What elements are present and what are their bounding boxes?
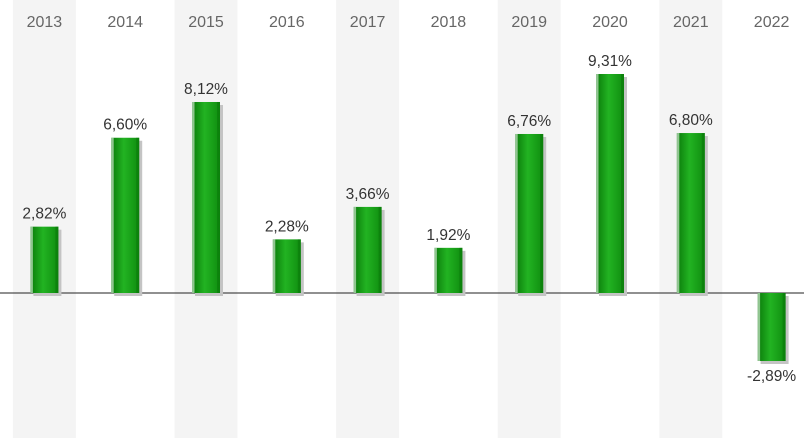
- bar-body: [272, 239, 301, 293]
- bar-edge: [701, 133, 705, 293]
- data-label: 3,66%: [346, 186, 390, 203]
- bar-edge: [136, 137, 140, 293]
- x-tick-label: 2016: [269, 14, 305, 31]
- bar-body: [30, 226, 59, 293]
- bar: [596, 74, 627, 296]
- data-label: 2,28%: [265, 218, 309, 235]
- bar-highlight: [30, 226, 33, 293]
- x-tick-label: 2019: [511, 14, 547, 31]
- data-label: 6,76%: [507, 113, 551, 130]
- bar-body: [596, 74, 624, 293]
- bar: [676, 133, 708, 296]
- bar: [353, 206, 385, 296]
- x-tick-label: 2020: [592, 14, 628, 31]
- data-labels: 2,82% 6,60% 8,12% 2,28% 3,66% 1,92% 6,76% 9,31%…: [22, 53, 796, 385]
- x-tick-label: 2015: [188, 14, 224, 31]
- data-label: 2,82%: [22, 206, 66, 223]
- bar-edge: [217, 101, 220, 293]
- bar-highlight: [515, 133, 518, 293]
- bar-body: [192, 101, 220, 293]
- bar: [30, 226, 62, 296]
- bar: [515, 133, 547, 296]
- bar-body: [757, 293, 786, 361]
- bar-highlight: [596, 74, 599, 293]
- bar-highlight: [676, 133, 680, 293]
- column-band: [12, 0, 76, 438]
- bar-series: [30, 74, 789, 364]
- bar: [434, 247, 466, 296]
- bar-highlight: [757, 293, 761, 361]
- x-axis-tick-labels: 2013 2014 2015 2016 2017 2018 2019 2020 2021 2022: [27, 14, 790, 31]
- bar-edge: [459, 247, 463, 293]
- bar: [757, 293, 789, 364]
- bar-body: [434, 247, 463, 293]
- bar: [272, 239, 304, 296]
- x-tick-label: 2014: [107, 14, 143, 31]
- bar-edge: [55, 226, 59, 293]
- bar-body: [111, 137, 140, 293]
- bar: [111, 137, 143, 296]
- x-tick-label: 2017: [350, 14, 386, 31]
- bar-edge: [378, 206, 382, 293]
- x-tick-label: 2021: [673, 14, 709, 31]
- bar-body: [515, 133, 544, 293]
- bar-edge: [540, 133, 544, 293]
- bar-edge: [621, 74, 624, 293]
- x-tick-label: 2018: [431, 14, 467, 31]
- bar-highlight: [434, 247, 437, 293]
- data-label: 6,60%: [103, 117, 147, 134]
- bar-highlight: [111, 137, 114, 293]
- bar-edge: [782, 293, 786, 361]
- x-tick-label: 2022: [754, 14, 790, 31]
- data-label: -2,89%: [747, 368, 796, 385]
- bar-edge: [297, 239, 301, 293]
- x-tick-label: 2013: [27, 14, 63, 31]
- data-label: 9,31%: [588, 53, 632, 70]
- data-label: 8,12%: [184, 81, 228, 98]
- bar-body: [353, 206, 382, 293]
- bar-highlight: [272, 239, 276, 293]
- data-label: 1,92%: [426, 227, 470, 244]
- bar-highlight: [353, 206, 357, 293]
- bar-body: [676, 133, 705, 293]
- data-label: 6,80%: [669, 112, 713, 129]
- bar: [192, 101, 223, 296]
- bar-highlight: [192, 101, 195, 293]
